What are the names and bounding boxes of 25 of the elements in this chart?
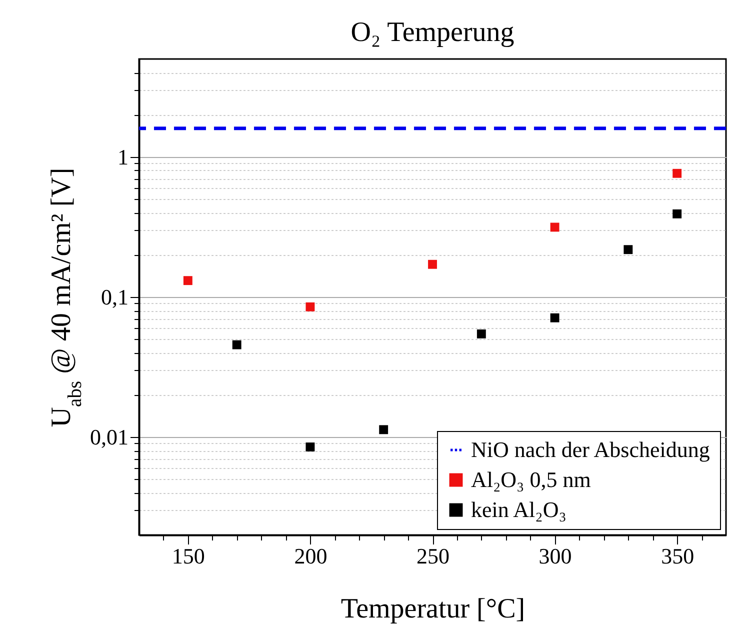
point xyxy=(428,260,437,269)
point xyxy=(306,302,315,312)
point xyxy=(550,222,560,232)
x-tick-label: 150 xyxy=(172,544,205,568)
y-tick-label: 1 xyxy=(118,144,128,170)
x-tick-label: 300 xyxy=(538,544,572,568)
point xyxy=(476,329,486,338)
point xyxy=(183,276,192,286)
chart-title: O₂ Temperung xyxy=(350,17,514,48)
point xyxy=(624,245,633,254)
x-tick-label: 200 xyxy=(294,544,328,568)
legend-label: NiO nach der Abscheidung xyxy=(471,437,710,462)
y-tick-label: 0,01 xyxy=(90,424,128,450)
point xyxy=(672,168,682,178)
point xyxy=(232,340,242,350)
x-tick-label: 350 xyxy=(661,544,694,568)
legend-label: Al₂O₃ 0,5 nm xyxy=(471,467,591,492)
x-tick-label: 250 xyxy=(416,544,450,568)
point xyxy=(672,209,682,218)
y-tick-label: 0,1 xyxy=(101,284,128,310)
point xyxy=(550,313,560,322)
x-axis-title: Temperatur [°C] xyxy=(340,594,526,624)
legend-label: kein Al₂O₃ xyxy=(471,497,566,522)
point xyxy=(306,442,315,452)
point xyxy=(379,425,388,434)
